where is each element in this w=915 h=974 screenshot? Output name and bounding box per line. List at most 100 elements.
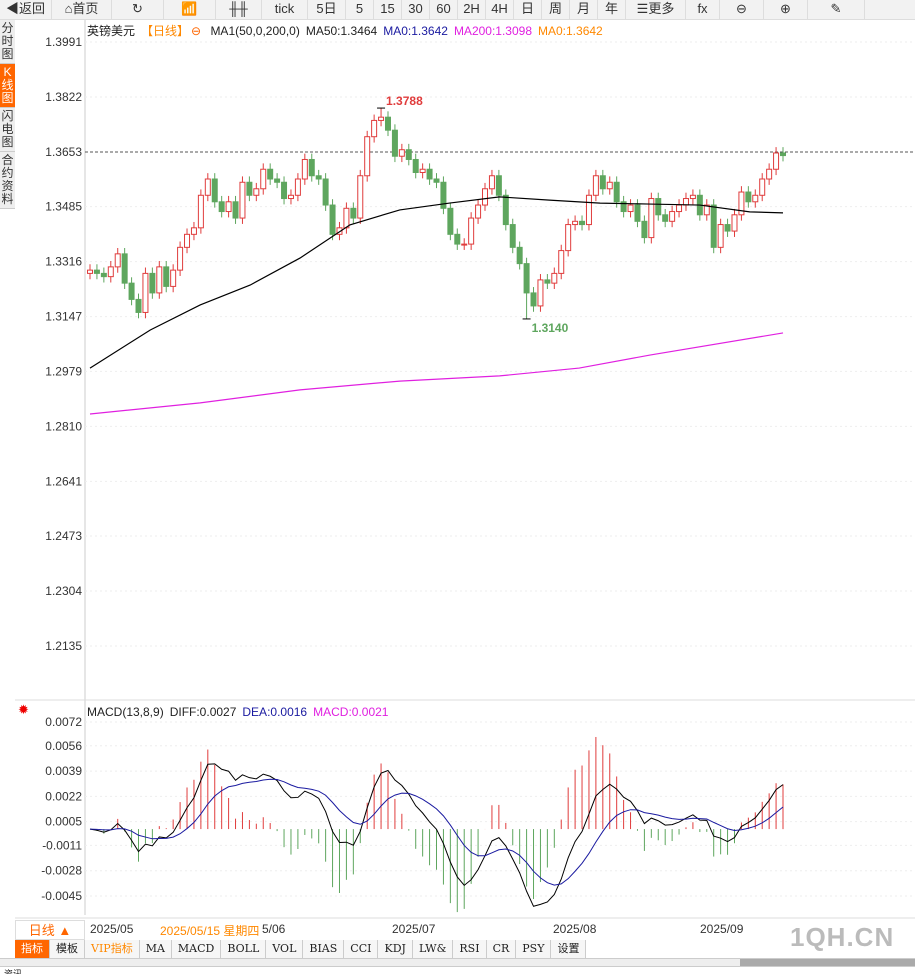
60min-button[interactable]: 60 [430,0,458,20]
candle-body [426,168,433,180]
candle-body [558,250,565,274]
candle-body [516,246,523,265]
year-button[interactable]: 年 [598,0,626,20]
candle-body [93,269,100,274]
candle-body [301,158,308,180]
settings-icon[interactable]: ⊖ [191,24,202,38]
candle-body [655,198,662,216]
indicator-tab[interactable]: LW& [413,940,454,958]
refresh-button[interactable]: ↻ [112,0,164,20]
15min-button[interactable]: 15 [374,0,402,20]
candle-body [218,201,225,213]
day-button[interactable]: 日 [514,0,542,20]
candle-body [634,204,641,222]
candle [391,124,398,163]
indicator-tab[interactable]: MA [140,940,172,958]
candle [433,173,440,189]
candle [163,261,170,293]
more-button[interactable]: ☰更多 [626,0,686,20]
price-tick-label: 1.3485 [45,200,82,214]
candle-body [738,191,745,216]
sidebar-item[interactable]: 分时图 [0,20,15,64]
candle [371,114,378,143]
candle [93,264,100,280]
candle [551,267,558,290]
week-button[interactable]: 周 [542,0,570,20]
symbol-name: 英镑美元 [87,24,136,38]
indicator-tab[interactable]: BIAS [303,940,345,958]
macd-settings-icon[interactable]: ✹ [18,702,29,717]
zoom-out-button[interactable]: ⊖ [720,0,764,20]
30min-button[interactable]: 30 [402,0,430,20]
candle [197,189,204,234]
candle-body [475,204,482,219]
candle-body [121,253,128,284]
indicator-tab[interactable]: 模板 [50,940,85,958]
chart-type-icon[interactable]: 📶 [164,0,216,20]
price-tick-label: 1.2641 [45,474,82,488]
indicator-tab[interactable]: PSY [516,940,552,958]
date-label: 2025/07 [392,922,436,936]
sidebar-item[interactable]: 闪电图 [0,108,15,152]
candle [114,247,121,273]
indicator-tab[interactable]: CR [487,940,517,958]
candle-body [495,175,502,196]
kline-chart[interactable]: 1.3991 1.3822 1.3653 1.3485 1.3316 1.3147 1.29… [0,0,915,920]
candle-body [315,175,322,180]
price-tick-label: 1.2473 [45,529,82,543]
candlestick-icon[interactable]: ╫╫ [216,0,262,20]
scrollbar-thumb[interactable] [740,959,915,967]
5day-button[interactable]: 5日 [308,0,346,20]
candle-body [281,181,288,200]
candle [731,208,738,237]
candle-body [419,168,426,173]
candle-body [544,279,551,284]
indicator-tab[interactable]: BOLL [221,940,267,958]
back-button[interactable]: ◀返回 [0,0,52,20]
candle [184,228,191,254]
candle [384,111,391,137]
candle [301,153,308,185]
horizontal-scrollbar[interactable] [0,958,915,967]
candle [149,267,156,299]
sidebar-item[interactable]: K线图 [0,64,15,108]
indicator-tab[interactable]: 指标 [15,940,50,958]
tick-button[interactable]: tick [262,0,308,20]
indicator-tab[interactable]: VOL [266,940,304,958]
candle-body [682,198,689,206]
candle [585,189,592,231]
indicator-tab[interactable]: VIP指标 [85,940,140,958]
home-button[interactable]: ⌂首页 [52,0,112,20]
candle [613,176,620,208]
2h-button[interactable]: 2H [458,0,486,20]
candle-body [343,207,350,229]
indicator-tab[interactable]: CCI [344,940,379,958]
indicator-tab[interactable]: KDJ [378,940,413,958]
candle-body [274,178,281,183]
candle [281,176,288,205]
draw-button[interactable]: ✎ [808,0,865,20]
formula-button[interactable]: fx [686,0,720,20]
month-button[interactable]: 月 [570,0,598,20]
indicator-tab[interactable]: RSI [453,940,487,958]
candle-body [468,217,475,245]
macd-name[interactable]: MACD(13,8,9) [87,705,164,719]
ma-indicator-name[interactable]: MA1(50,0,200,0) [210,24,300,38]
4h-button[interactable]: 4H [486,0,514,20]
candle-body [149,272,156,294]
price-tick-label: 1.3822 [45,90,82,104]
indicator-tab[interactable]: MACD [172,940,222,958]
candle [620,195,627,218]
candle [648,192,655,244]
date-label: 2025/09 [700,922,744,936]
sidebar-item[interactable]: 合约资料 [0,152,15,209]
candle [274,173,281,189]
5min-button[interactable]: 5 [346,0,374,20]
candle-body [329,204,336,235]
candle-body [648,198,655,239]
candle [260,163,267,195]
period-toggle-button[interactable]: 日线 ▲ [15,920,85,940]
ma200-value: MA200:1.3098 [453,24,532,38]
zoom-in-button[interactable]: ⊕ [764,0,808,20]
indicator-tab[interactable]: 设置 [551,940,587,958]
